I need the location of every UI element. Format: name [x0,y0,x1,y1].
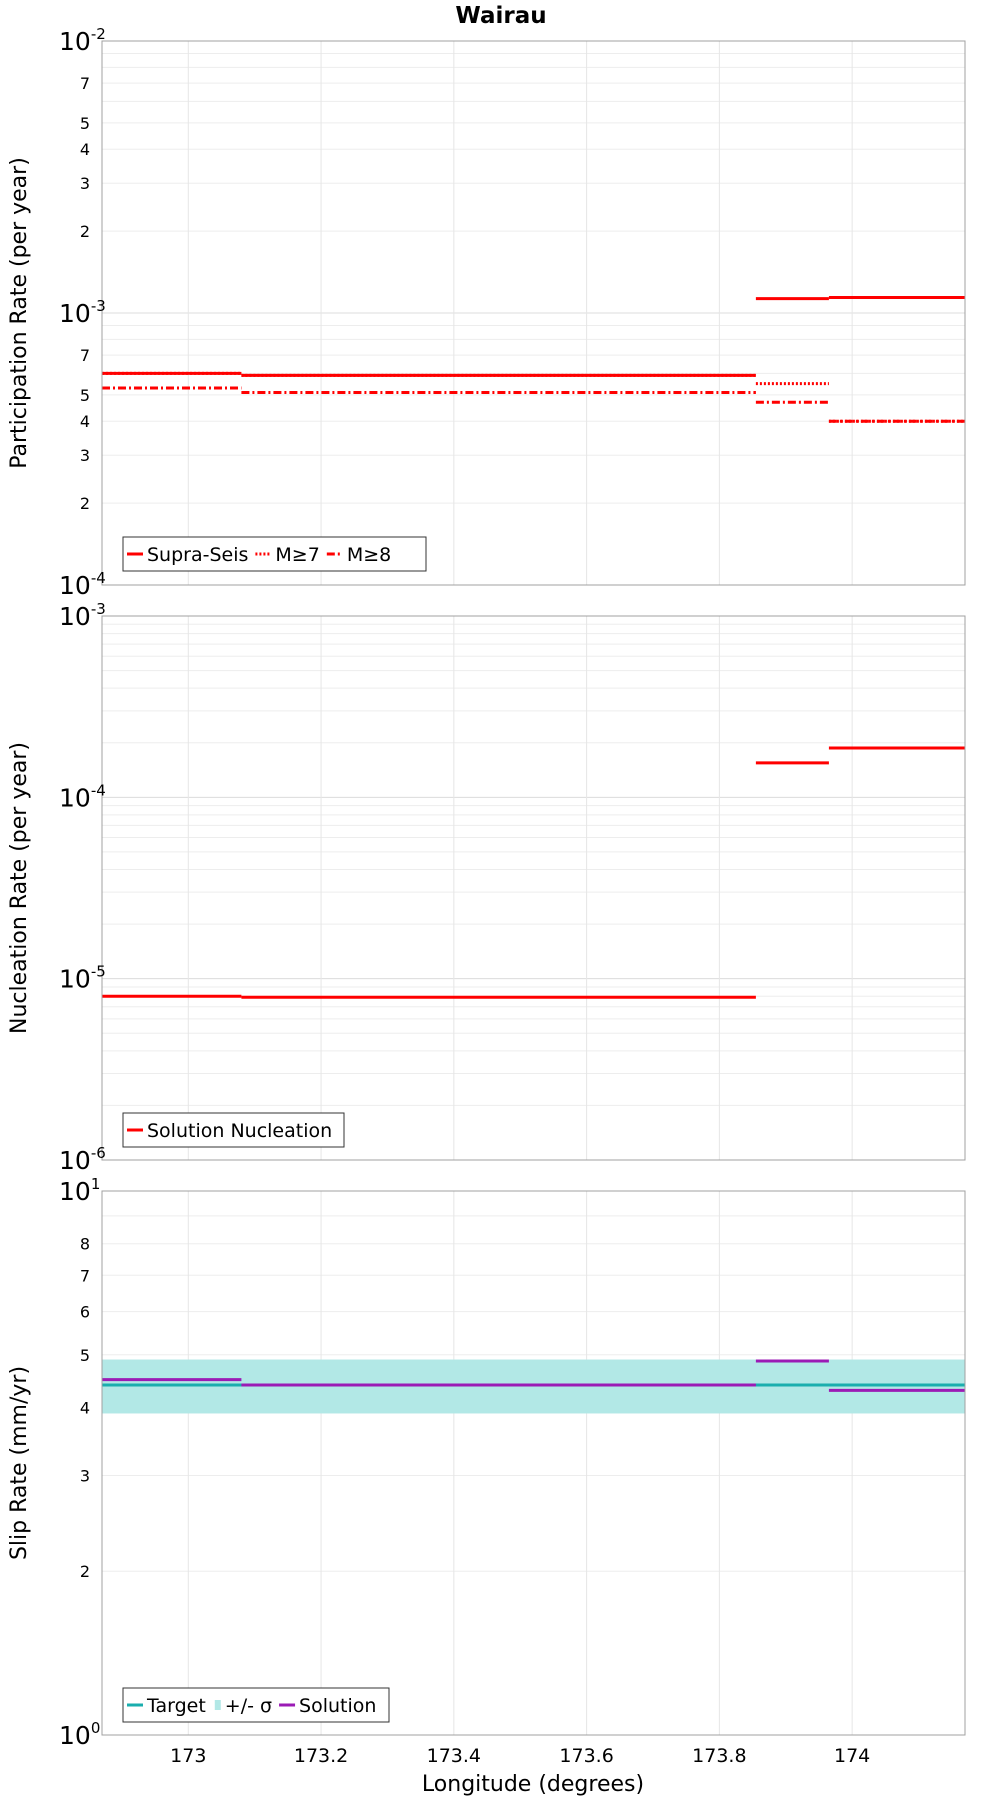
y-axis-label: Slip Rate (mm/yr) [7,1366,32,1560]
y-tick-label: 10-4 [59,781,106,812]
plot-area [102,1191,965,1735]
y-tick-label: 5 [80,114,90,133]
legend-box [122,1112,345,1148]
legend-box [122,1687,390,1723]
y-tick-label: 3 [80,174,90,193]
legend-entry: M≥7 [275,544,319,566]
panel-1: Participation Rate (per year) 10-4 10-3 10-… [7,25,966,600]
x-tick-label: 173.4 [427,1745,481,1767]
x-tick-label: 173.2 [294,1745,348,1767]
legend: Supra-Seis M≥7 M≥8 [122,536,427,572]
y-tick-label: 5 [80,386,90,405]
y-tick-label: 7 [80,1266,90,1285]
y-tick-label: 10-2 [59,25,106,56]
legend-entry: Solution [299,1695,376,1717]
series-solution-nucleation [102,746,965,999]
y-tick-label: 10-5 [59,963,106,994]
x-axis-label: Longitude (degrees) [422,1772,644,1797]
series-solution [102,1359,965,1392]
legend-entry: Supra-Seis [147,544,248,566]
y-tick-label: 3 [80,1466,90,1485]
x-tick-label: 173 [170,1745,206,1767]
y-tick-label: 2 [80,1562,90,1581]
y-tick-label: 101 [59,1175,100,1206]
y-tick-label: 4 [80,412,90,431]
legend-box [122,536,427,572]
panel-3: Slip Rate (mm/yr) 100 101 2 3 4 5 6 7 8 173 173.2 17… [7,1175,966,1767]
y-tick-label: 4 [80,140,90,159]
y-tick-label: 8 [80,1235,90,1254]
y-tick-label: 100 [59,1719,100,1750]
x-tick-label: 173.8 [692,1745,746,1767]
chart-title: Wairau [455,3,546,29]
legend: Solution Nucleation [122,1112,345,1148]
y-tick-label: 7 [80,346,90,365]
y-tick-label: 6 [80,1303,90,1322]
legend-swatch [214,1700,221,1710]
y-axis-label: Nucleation Rate (per year) [7,742,32,1034]
y-tick-label: 5 [80,1346,90,1365]
legend-entry: M≥8 [347,544,391,566]
y-tick-label: 10-4 [59,569,106,600]
plot-frame [101,40,966,586]
y-tick-label: 7 [80,74,90,93]
panel-2: Nucleation Rate (per year) 10-6 10-5 10-4 10… [7,600,966,1175]
legend: Target +/- σ Solution [122,1687,390,1723]
legend-entry: +/- σ [225,1695,272,1717]
plot-frame [101,1190,966,1736]
y-tick-label: 10-6 [59,1144,106,1175]
y-tick-label: 10-3 [59,600,106,631]
x-tick-label: 173.6 [559,1745,613,1767]
legend-entry: Solution Nucleation [147,1120,332,1142]
y-tick-label: 10-3 [59,297,106,328]
y-tick-label: 2 [80,494,90,513]
y-axis-label: Participation Rate (per year) [7,157,32,469]
series-m-8 [102,386,965,423]
y-tick-label: 4 [80,1398,90,1417]
plot-area [102,616,965,1160]
y-tick-label: 3 [80,446,90,465]
plot-frame [101,615,966,1161]
legend-entry: Target [146,1695,206,1717]
sigma-band [102,1359,965,1414]
y-tick-label: 2 [80,222,90,241]
x-tick-label: 174 [834,1745,870,1767]
